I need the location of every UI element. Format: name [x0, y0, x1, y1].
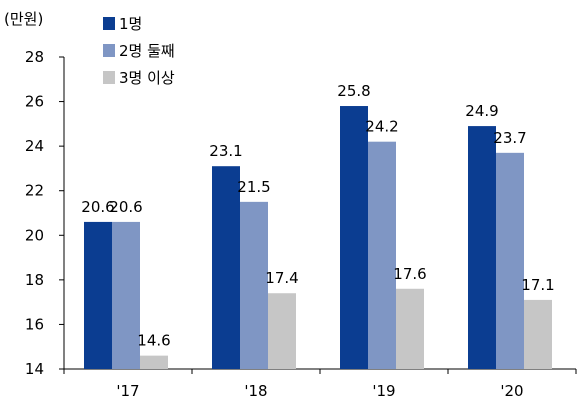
bar: [240, 201, 268, 369]
data-label: 25.8: [337, 82, 370, 100]
data-label: 23.1: [209, 142, 242, 160]
y-tick-label: 14: [25, 360, 44, 378]
legend-swatch: [103, 44, 115, 57]
y-tick-label: 18: [25, 271, 44, 289]
y-tick-label: 16: [25, 315, 44, 333]
bar: [140, 355, 168, 369]
axes: 14 16 18 20 22 24 26 28 '17 '18 '19 '20: [25, 48, 577, 400]
legend-label: 1명: [119, 15, 142, 33]
bar: [496, 152, 524, 369]
bar: [340, 106, 368, 370]
bar: [468, 126, 496, 369]
y-tick-label: 28: [25, 48, 44, 66]
x-tick-label: '17: [116, 382, 139, 400]
data-label: 17.6: [393, 265, 426, 283]
x-tick-label: '19: [372, 382, 395, 400]
data-label: 24.9: [465, 102, 498, 120]
data-label: 14.6: [137, 332, 170, 350]
data-label: 23.7: [493, 129, 526, 147]
bar: [368, 141, 396, 369]
legend-label: 3명 이상: [119, 69, 175, 87]
y-tick-label: 24: [25, 137, 44, 155]
bar: [212, 166, 240, 369]
x-tick-label: '20: [500, 382, 523, 400]
bar: [268, 293, 296, 369]
y-tick-label: 22: [25, 182, 44, 200]
data-label: 17.4: [265, 269, 298, 287]
bar: [524, 299, 552, 369]
data-label: 24.2: [365, 118, 398, 136]
bar: [84, 221, 112, 369]
data-label: 17.1: [521, 276, 554, 294]
legend: 1명 2명 둘째 3명 이상: [103, 15, 175, 87]
y-tick-label: 26: [25, 93, 44, 111]
legend-swatch: [103, 17, 115, 30]
legend-swatch: [103, 71, 115, 84]
y-tick-label: 20: [25, 226, 44, 244]
x-tick-label: '18: [244, 382, 267, 400]
legend-label: 2명 둘째: [119, 42, 175, 60]
y-unit-label: (만원): [4, 10, 43, 28]
bar: [112, 221, 140, 369]
data-label: 21.5: [237, 178, 270, 196]
bars: 20.620.6 14.6 23.1 21.5 17.4 25.8 24.2 17.6 24.9…: [81, 82, 555, 370]
bar: [396, 288, 424, 369]
data-label: 20.6: [109, 198, 142, 216]
data-label: 20.6: [81, 198, 114, 216]
